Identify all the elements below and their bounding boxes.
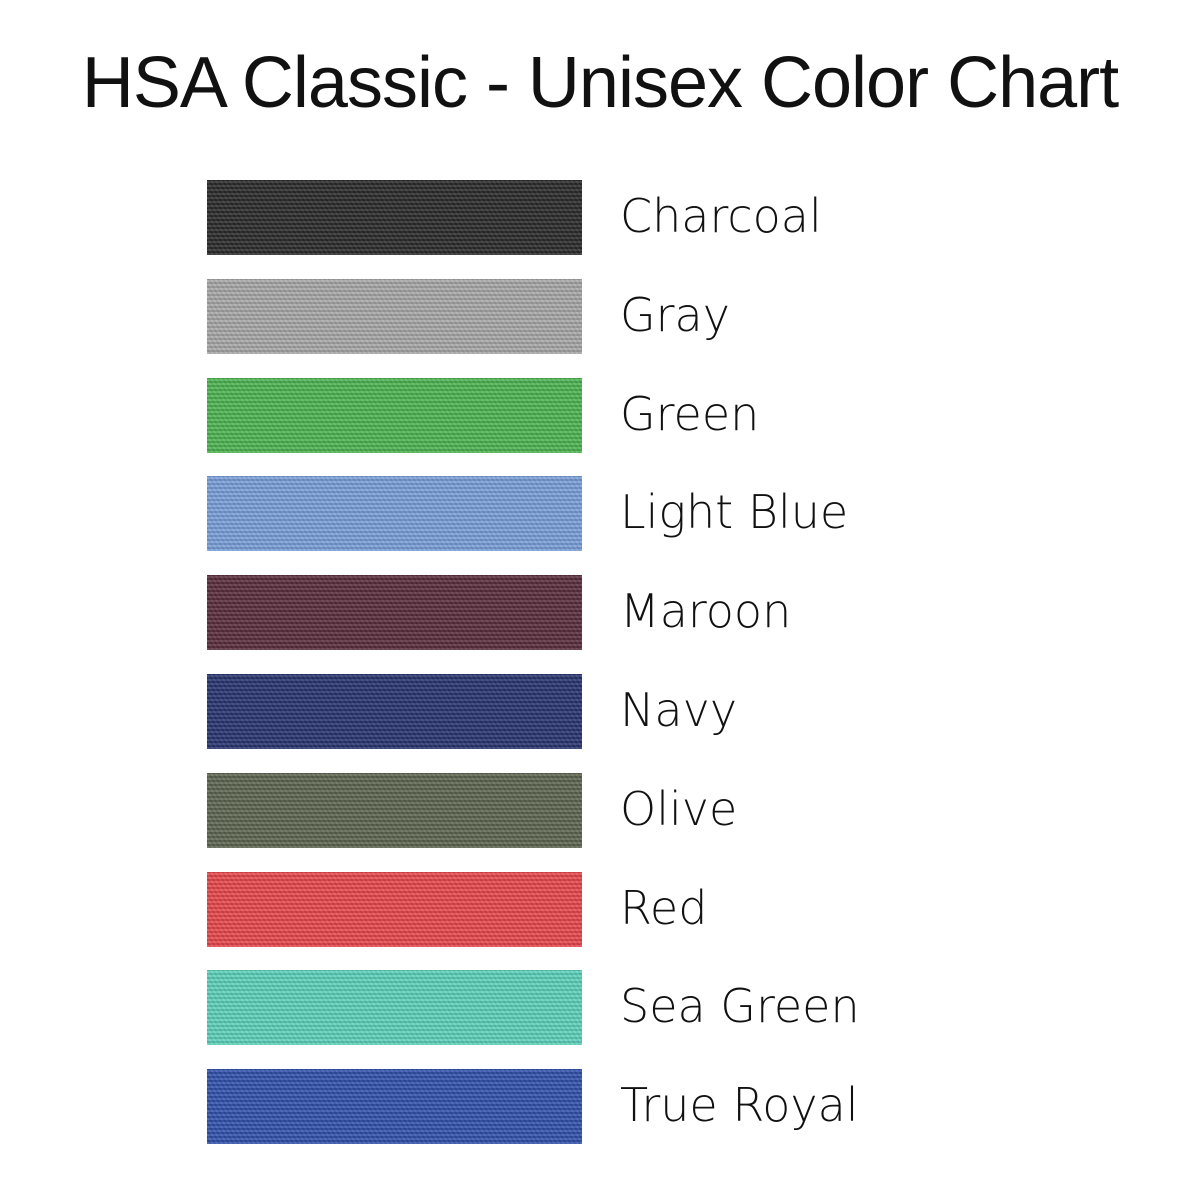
color-swatch: [207, 970, 582, 1046]
color-item: Olive: [207, 772, 907, 848]
color-name: Red: [620, 880, 708, 935]
color-swatch: [207, 278, 582, 354]
color-name: Navy: [620, 683, 738, 737]
color-name: Maroon: [620, 584, 792, 639]
color-name: Sea Green: [620, 979, 860, 1034]
color-name: Green: [620, 386, 760, 441]
color-item: Sea Green: [207, 970, 907, 1046]
color-item: Red: [207, 871, 907, 947]
color-name: Olive: [620, 781, 738, 836]
color-name: Light Blue: [620, 485, 849, 540]
color-item: Gray: [207, 278, 907, 354]
color-swatch: [207, 476, 582, 552]
color-item: Green: [207, 377, 907, 453]
color-swatch: [207, 377, 582, 453]
color-name: Charcoal: [620, 189, 822, 243]
color-swatch: [207, 180, 582, 255]
color-swatch: [207, 575, 582, 651]
color-item: True Royal: [207, 1069, 907, 1145]
color-item: Maroon: [207, 575, 907, 651]
color-swatch: [207, 772, 582, 848]
color-name: Gray: [620, 287, 730, 342]
color-name: True Royal: [620, 1078, 859, 1133]
color-swatch: [207, 1069, 582, 1145]
color-item: Charcoal: [207, 180, 907, 255]
color-swatch: [207, 871, 582, 947]
page-title: HSA Classic - Unisex Color Chart: [81, 43, 1119, 123]
color-swatch: [207, 674, 582, 749]
color-item: Navy: [207, 674, 907, 749]
color-item: Light Blue: [207, 476, 907, 552]
